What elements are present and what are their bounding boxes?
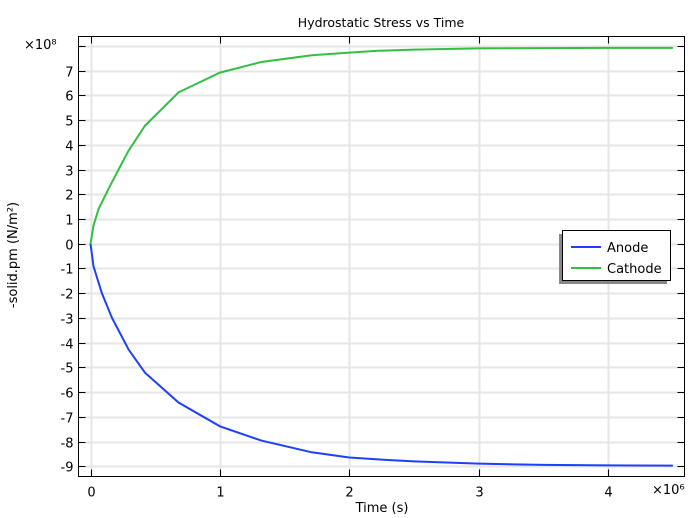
y-tick-label: 4 (65, 140, 73, 155)
y-tick-label: -7 (61, 412, 74, 427)
y-tick-label: 3 (65, 165, 73, 180)
ticks: 0 1 2 3 4 7 6 5 4 3 2 1 0 -1 -2 -3 -4 -5 -6 -7 -8 -9 (61, 36, 685, 501)
y-tick-label: 0 (65, 239, 73, 254)
chart-title: Hydrostatic Stress vs Time (298, 15, 465, 30)
y-multiplier: ×10⁸ (24, 38, 57, 53)
y-tick-label: 5 (65, 115, 73, 130)
legend-label-anode: Anode (607, 241, 648, 256)
series-line-anode (89, 243, 673, 467)
legend-label-cathode: Cathode (607, 262, 662, 277)
x-axis-label: Time (s) (355, 501, 409, 516)
x-tick-label: 4 (604, 486, 612, 501)
plot-frame (78, 36, 685, 477)
y-tick-label: -1 (61, 263, 74, 278)
y-tick-label: -8 (61, 437, 74, 452)
y-tick-label: -2 (61, 288, 74, 303)
legend: Anode Cathode (559, 230, 671, 284)
x-tick-label: 1 (216, 486, 224, 501)
y-tick-label: -6 (61, 387, 74, 402)
x-tick-label: 0 (87, 486, 95, 501)
y-tick-label: -4 (61, 338, 74, 353)
y-tick-label: -5 (61, 362, 74, 377)
legend-box (562, 230, 671, 281)
series-line-cathode (89, 46, 673, 244)
y-tick-label: 7 (65, 66, 73, 81)
y-tick-label: 6 (65, 90, 73, 105)
y-tick-label: 2 (65, 189, 73, 204)
x-multiplier: ×10⁶ (652, 483, 685, 498)
series-group (89, 46, 673, 467)
y-axis-label: -solid.pm (N/m²) (6, 202, 21, 308)
x-tick-label: 3 (475, 486, 483, 501)
y-tick-label: 1 (65, 214, 73, 229)
y-tick-label: -3 (61, 313, 74, 328)
x-tick-label: 2 (345, 486, 353, 501)
y-tick-label: -9 (61, 461, 74, 476)
